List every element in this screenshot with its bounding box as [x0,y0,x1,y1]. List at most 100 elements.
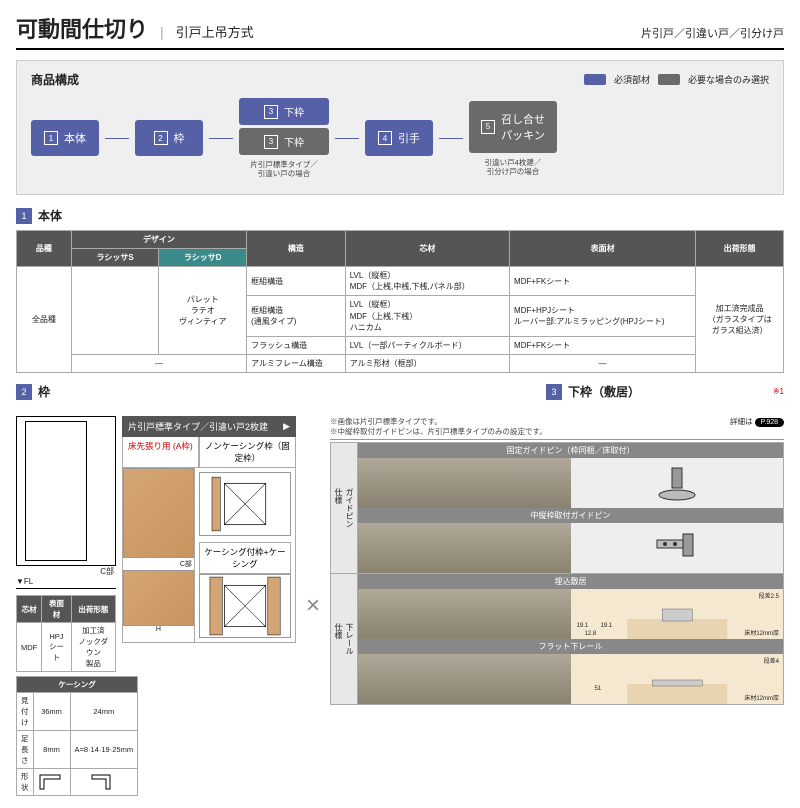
casing-header: ケーシング付枠+ケーシング [199,542,291,574]
door-types: 片引戸／引違い戸／引分け戸 [641,25,784,41]
node-label-3a: 下枠 [284,104,304,119]
flow-node-sill-a: 3 下枠 [239,98,329,125]
td-h3: MDF+FKシート [510,336,696,354]
td-designs: パレット ラテオ ヴィンティア [159,267,247,355]
td-k1: 框組構造 [247,267,346,296]
guide-pin-label: ガイドピン 仕様 [331,443,358,573]
node-num-3b: 3 [264,135,278,149]
non-casing-diagram [199,472,291,536]
frame-h-right: ノンケーシング枠（固定枠） [199,437,296,468]
guide-pin-icon [652,463,702,503]
frame-h-left: 床先張り用 (A枠) [122,437,199,468]
node-label-5: 召し合せ パッキン [501,111,545,143]
label-c2: C部 [123,558,194,570]
label-c-part: C部 [16,566,116,577]
sill-note-1: ※画像は片引戸標準タイプです。 [330,417,442,427]
td-out: 加工済完成品 （ガラスタイプは ガラス組込済） [696,267,784,373]
guide-pin-middle-img [358,523,783,573]
embedded-sill-img: 段差2.5 19.1 19.1 12.8 床材12mm厚 [358,589,783,639]
section-badge-2: 2 [16,384,32,400]
frame-type-header: 片引戸標準タイプ／引違い戸2枚建 ▶ [122,416,296,437]
flow-node-handle: 4 引手 [365,120,433,156]
casing-table: ケーシング 見付け 36mm 24mm 足長さ 8mm A=8·14·19·25… [16,676,138,796]
sill-column: ※画像は片引戸標準タイプです。 詳細は P.928 ※中縦枠取付ガイドピンは、片… [330,416,784,796]
composition-title: 商品構成 [31,71,79,88]
th-lasissa-d: ラシッサD [159,249,247,267]
td-s4: アルミ形材（框部） [345,355,509,373]
flow-node-sill-b: 3 下枠 [239,128,329,155]
rail-label: 下レール 仕様 [331,574,358,704]
legend-label-optional: 必要な場合のみ選択 [688,73,769,86]
section-header-sill: 3 下枠（敷居） ※1 [546,383,784,400]
flow-node-frame: 2 枠 [135,120,203,156]
casing-diagram [199,574,291,638]
mt2-r2: 8mm [33,731,70,769]
legend-swatch-optional [658,74,680,85]
mt2-title: ケーシング [17,677,138,693]
node-num-2: 2 [154,131,168,145]
mt1-h1: 芯材 [17,596,42,623]
rail-h2: 中縦枠取付ガイドピン [358,508,783,523]
frame-photo-bot-left [123,570,194,626]
th-shin: 芯材 [345,231,509,267]
node-label-2: 枠 [174,130,185,146]
composition-panel: 商品構成 必須部材 必要な場合のみ選択 1 本体 2 枠 3 下 [16,60,784,195]
td-s3: LVL（一部パーティクルボード） [345,336,509,354]
rail-h3: 埋込敷居 [358,574,783,589]
casing-shape-24-icon [90,771,118,791]
td-s1: LVL（縦框） MDF（上桟,中桟,下桟,パネル部） [345,267,509,296]
mt2-h2: 36mm [33,693,70,731]
th-hyomen: 表面材 [510,231,696,267]
td-dash1 [71,267,159,355]
casing-shape-36-icon [38,771,66,791]
arrow-icon: ▶ [283,421,290,432]
mt2-d36 [33,769,70,796]
page-subtitle: 引戸上吊方式 [176,22,254,41]
flat-rail-img: 段差4 51 床材12mm厚 [358,654,783,704]
flow-stack-sill: 3 下枠 3 下枠 片引戸標準タイプ／ 引違い戸の場合 [239,98,329,178]
rail-h4: フラット下レール [358,639,783,654]
mt1-h2: 表面材 [42,596,71,623]
node-num-3a: 3 [264,105,278,119]
mt2-r1: 足長さ [17,731,34,769]
frame-photo-top-left [123,468,194,558]
frame-type-label: 片引戸標準タイプ／引違い戸2枚建 [128,420,268,433]
sill-ref-mark: ※1 [773,387,784,396]
connector [439,138,463,139]
door-line-drawing [16,416,116,566]
section-badge-3: 3 [546,384,562,400]
page-ref-badge: P.928 [755,418,784,427]
th-shukka: 出荷形態 [696,231,784,267]
th-hinshu: 品種 [17,231,72,267]
frame-column: C部 ▼FL 芯材 表面材 出荷形態 MDF HPJ シート [16,416,296,796]
mt1-h3: 出荷形態 [71,596,115,623]
sill-detail-label: 詳細は [730,417,753,426]
section-header-body: 1 本体 [16,207,784,224]
node-note-5: 引違い戸4枚建／ 引分け戸の場合 [485,158,542,176]
td-h2: MDF+HPJシート ルーバー部:アルミラッピング(HPJシート) [510,296,696,337]
node-num-4: 4 [378,131,392,145]
th-design: デザイン [71,231,246,249]
mt1-r2: HPJ シート [42,623,71,672]
td-k2: 框組構造 (通風タイプ) [247,296,346,337]
legend-label-required: 必須部材 [614,73,650,86]
guide-pin-group: ガイドピン 仕様 固定ガイドピン（枠同梱／床取付） 中縦枠取付ガイドピン [330,442,784,574]
page-title: 可動間仕切り [16,12,148,44]
mt2-h1: 見付け [17,693,34,731]
td-k3: フラッシュ構造 [247,336,346,354]
frame-material-table: 芯材 表面材 出荷形態 MDF HPJ シート 加工済 ノックダウン 製品 [16,595,116,672]
guide-pin-bracket-icon [647,528,707,568]
mt1-r1: MDF [17,623,42,672]
section-title-1: 本体 [38,207,62,224]
connector [209,138,233,139]
node-label-4: 引手 [398,130,420,146]
sill-note-2: ※中縦枠取付ガイドピンは、片引戸標準タイプのみの設定です。 [330,427,784,437]
td-s2: LVL（縦框） MDF（上桟,下桟） ハニカム [345,296,509,337]
td-dash2: — [71,355,246,373]
legend: 必須部材 必要な場合のみ選択 [584,73,769,86]
cross-symbol: × [306,592,320,620]
flow-node-packing: 5 召し合せ パッキン [469,101,557,153]
flow-node-body: 1 本体 [31,120,99,156]
body-spec-table: 品種 デザイン 構造 芯材 表面材 出荷形態 ラシッサS ラシッサD 全品種 パ… [16,230,784,373]
th-kouzou: 構造 [247,231,346,267]
